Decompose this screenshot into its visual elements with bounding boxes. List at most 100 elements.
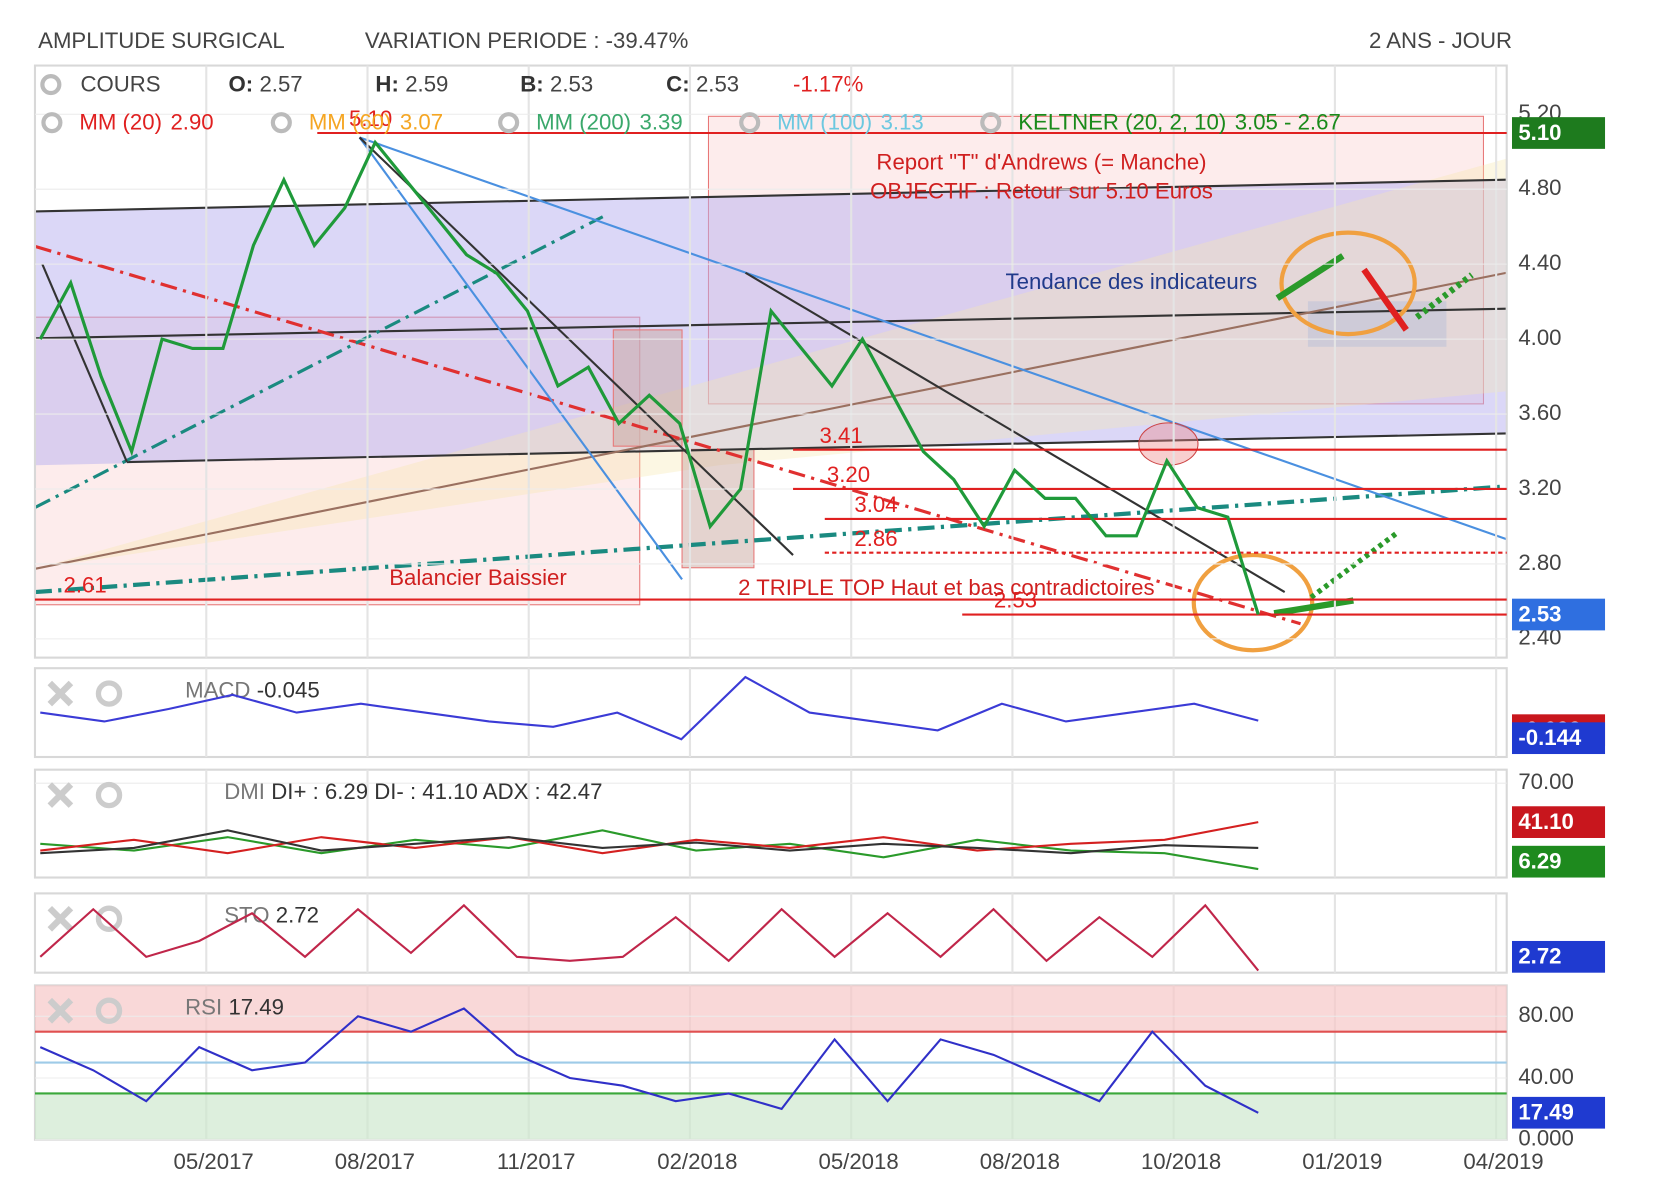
x-tick-label: 08/2018 [980,1149,1060,1174]
indicator-value: -0.045 [257,677,320,702]
indicator-title: DMI DI+ : 6.29 DI- : 41.10 ADX : 42.47 [224,779,602,804]
value-badge [1511,117,1606,149]
quote-value: 2.59 [405,71,448,96]
value-badge [1511,940,1606,973]
overbought-zone [34,985,1507,1032]
highlight [1138,422,1199,466]
indicator-title: STO 2.72 [224,903,319,928]
indicator-name: MM (60) [309,110,392,135]
indicator-value: 17.49 [228,994,284,1019]
indicator-title: MACD -0.045 [185,677,320,702]
quote-value: 2.57 [259,71,302,96]
quote-key: C: [666,71,689,96]
trend-line [34,307,1507,340]
highlight [1191,552,1315,653]
quote: B: 2.53 [520,71,593,96]
x-tick-label: 05/2017 [174,1149,254,1174]
arrow [1361,267,1409,332]
quote: C: 2.53 [666,71,739,96]
indicator-legend: MM (200) 3.39 [536,110,683,135]
trend-line [41,263,128,463]
quote-key: O: [228,71,253,96]
value-badge [1511,722,1606,755]
level-label: 2.53 [994,588,1037,613]
trend-line [358,136,683,581]
indicator-name: RSI [185,994,222,1019]
x-tick-label: 02/2018 [657,1149,737,1174]
series-line [40,821,1259,855]
close-icon [47,997,74,1024]
change: -1.17% [793,71,863,96]
x-tick-label: 04/2019 [1463,1149,1543,1174]
annotation: OBJECTIF : Retour sur 5.10 Euros [870,178,1213,203]
level-label: 3.20 [827,462,870,487]
gear-icon [95,905,123,932]
series-line [39,1007,1259,1114]
x-tick-label: 01/2019 [1302,1149,1382,1174]
gear-icon [95,997,123,1024]
series-line [40,829,1259,855]
panel-frame [33,667,1508,759]
y-tick-label: 3.20 [1518,475,1561,500]
indicator-name: DMI [224,779,265,804]
title: AMPLITUDE SURGICAL [38,28,285,53]
trend-line [34,215,604,509]
arrow [1414,272,1474,320]
y-tick-label: 4.40 [1518,250,1561,275]
indicator-name: MM (20) [79,110,162,135]
quote-value: 2.53 [696,71,739,96]
trend-line [358,136,794,556]
indicator-legend: MM (100) 3.13 [777,110,924,135]
x-tick-label: 08/2017 [335,1149,415,1174]
indicator-value: 3.13 [881,110,924,135]
trend-line [744,271,1286,593]
gear-icon [40,74,62,96]
variation: VARIATION PERIODE : -39.47% [365,28,688,53]
gear-icon [498,112,520,134]
x-tick-label: 10/2018 [1141,1149,1221,1174]
level-label: 5.10 [349,106,392,131]
annotation: Report "T" d'Andrews (= Manche) [876,150,1206,175]
value-badge [1511,806,1606,838]
value-badge [1511,1096,1606,1129]
y-tick-label: 40.00 [1518,1064,1574,1089]
value-badge-label: 5.10 [1518,120,1561,145]
quote-key: B: [520,71,543,96]
box [612,329,683,447]
series-line [39,903,1260,972]
annotation: Balancier Baissier [389,565,567,590]
y-tick-label: 2.80 [1518,550,1561,575]
x-tick-label: 05/2018 [819,1149,899,1174]
panel-frame [33,768,1508,879]
y-tick-label: 4.00 [1518,325,1561,350]
series-line [38,139,1260,615]
value-badge-label: 6.29 [1518,849,1561,874]
indicator-value: 2.72 [276,903,319,928]
arrow [1273,597,1354,617]
quote: O: 2.57 [228,71,302,96]
gear-icon [95,680,123,707]
value-badge [1511,598,1606,631]
indicator-name: MM (200) [536,110,631,135]
close-icon [47,905,74,932]
level-label: 2.61 [64,573,107,598]
quote-value: 2.53 [550,71,593,96]
level-label: 3.41 [819,423,862,448]
quote-key: H: [375,71,398,96]
value-badge-label: 2.72 [1518,944,1561,969]
indicator-name: MM (100) [777,110,872,135]
trend-line [126,432,1507,464]
series-name: COURS [80,71,160,96]
x-tick-label: 11/2017 [497,1149,576,1174]
trend-line [34,271,1507,570]
y-tick-label: 80.00 [1518,1002,1574,1027]
indicator-name: KELTNER (20, 2, 10) [1018,110,1226,135]
indicator-value: 3.07 [400,110,443,135]
series-line [40,675,1259,741]
value-badge-label: 41.10 [1518,809,1574,834]
close-icon [47,782,74,808]
arrow [1309,531,1398,600]
panel-frame [33,64,1508,659]
level-label: 2.86 [854,526,897,551]
indicator-value: DI+ : 6.29 DI- : 41.10 ADX : 42.47 [271,779,602,804]
